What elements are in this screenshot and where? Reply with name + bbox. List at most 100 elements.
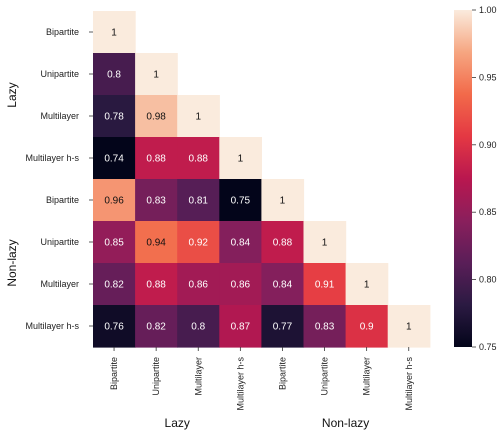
heatmap-cell bbox=[303, 305, 347, 348]
cell-value-label: 0.88 bbox=[146, 280, 166, 291]
cell-value-label: 0.85 bbox=[104, 238, 124, 249]
heatmap-cell bbox=[219, 305, 262, 348]
column-tick-label: Unipartite bbox=[320, 357, 330, 396]
heatmap-cell bbox=[387, 305, 431, 348]
column-tick-label: Unipartite bbox=[151, 357, 161, 396]
row-group-label: Non-lazy bbox=[5, 239, 19, 286]
heatmap-cell bbox=[261, 221, 305, 264]
colorbar-tick-label: 0.85 bbox=[479, 207, 497, 217]
heatmap-cell bbox=[177, 305, 220, 348]
cell-value-label: 1 bbox=[280, 196, 286, 207]
row-tick-label: Bipartite bbox=[46, 195, 79, 205]
cell-value-label: 0.88 bbox=[189, 154, 209, 165]
heatmap-cell bbox=[135, 179, 178, 222]
cell-value-label: 0.86 bbox=[189, 280, 209, 291]
cell-value-label: 0.76 bbox=[104, 322, 124, 333]
heatmap-cell bbox=[219, 137, 262, 180]
column-tick-label: Multilayer bbox=[362, 357, 372, 396]
heatmap-cell bbox=[261, 179, 305, 222]
cell-value-label: 1 bbox=[364, 280, 370, 291]
heatmap-cell bbox=[93, 179, 136, 222]
cell-value-label: 0.8 bbox=[191, 322, 205, 333]
cell-value-label: 0.75 bbox=[231, 196, 251, 207]
heatmap-cell bbox=[135, 137, 178, 180]
row-tick-label: Multilayer h-s bbox=[25, 321, 79, 331]
cell-value-label: 0.82 bbox=[146, 322, 166, 333]
row-tick-label: Multilayer h-s bbox=[25, 153, 79, 163]
cell-value-label: 0.78 bbox=[104, 112, 124, 123]
colorbar-gradient bbox=[454, 10, 472, 347]
cell-value-label: 0.8 bbox=[107, 70, 121, 81]
cell-value-label: 0.74 bbox=[104, 154, 124, 165]
column-group-label: Non-lazy bbox=[322, 416, 369, 430]
cell-value-label: 0.92 bbox=[189, 238, 209, 249]
heatmap-cell bbox=[93, 305, 136, 348]
heatmap-cell bbox=[93, 221, 136, 264]
column-tick-labels: Bipartite Unipartite Multilayer Multilayer … bbox=[109, 347, 414, 411]
colorbar-tick-label: 0.90 bbox=[479, 140, 497, 150]
cell-value-label: 0.88 bbox=[273, 238, 293, 249]
heatmap-cell bbox=[177, 179, 220, 222]
heatmap-cell bbox=[303, 221, 347, 264]
row-tick-labels: Bipartite Unipartite Multilayer Multilayer … bbox=[25, 27, 93, 331]
cell-value-label: 0.84 bbox=[231, 238, 251, 249]
cell-value-label: 0.82 bbox=[104, 280, 124, 291]
heatmap-cells: 10.8 10.78 0.98 10.74 0.88 0.88 10.96 0.83 0.81 0… bbox=[93, 11, 431, 348]
row-tick-label: Bipartite bbox=[46, 27, 79, 37]
heatmap-cell bbox=[93, 137, 136, 180]
colorbar-tick-label: 0.75 bbox=[479, 342, 497, 352]
cell-value-label: 0.83 bbox=[315, 322, 335, 333]
cell-value-label: 0.87 bbox=[231, 322, 251, 333]
cell-value-label: 0.91 bbox=[315, 280, 335, 291]
colorbar: 0.75 0.80 0.85 0.90 0.95 1.00 bbox=[454, 5, 497, 352]
cell-value-label: 1 bbox=[322, 238, 328, 249]
group-labels: Lazy Non-lazy Lazy Non-lazy bbox=[5, 82, 369, 430]
colorbar-tick-label: 0.80 bbox=[479, 275, 497, 285]
cell-value-label: 1 bbox=[111, 28, 117, 39]
heatmap-cell bbox=[93, 53, 136, 96]
heatmap-cell bbox=[135, 263, 178, 306]
heatmap-cell bbox=[135, 305, 178, 348]
cell-value-label: 1 bbox=[238, 154, 244, 165]
cell-value-label: 1 bbox=[153, 70, 159, 81]
cell-value-label: 0.94 bbox=[146, 238, 166, 249]
column-tick-label: Multilayer h-s bbox=[404, 357, 414, 411]
heatmap-cell bbox=[177, 221, 220, 264]
column-tick-label: Multilayer h-s bbox=[235, 357, 245, 411]
cell-value-label: 0.86 bbox=[231, 280, 251, 291]
cell-value-label: 0.81 bbox=[189, 196, 209, 207]
cell-value-label: 0.83 bbox=[146, 196, 166, 207]
row-tick-label: Unipartite bbox=[40, 237, 79, 247]
heatmap-cell bbox=[177, 263, 220, 306]
heatmap-cell bbox=[303, 263, 347, 306]
column-group-label: Lazy bbox=[165, 416, 190, 430]
cell-value-label: 0.88 bbox=[146, 154, 166, 165]
colorbar-tick-label: 0.95 bbox=[479, 72, 497, 82]
heatmap-cell bbox=[93, 263, 136, 306]
row-group-label: Lazy bbox=[5, 82, 19, 107]
cell-value-label: 0.77 bbox=[273, 322, 293, 333]
column-tick-label: Bipartite bbox=[277, 357, 287, 390]
heatmap-cell bbox=[345, 263, 389, 306]
heatmap-cell bbox=[93, 11, 136, 54]
cell-value-label: 1 bbox=[406, 322, 412, 333]
heatmap-cell bbox=[261, 305, 305, 348]
heatmap-cell bbox=[219, 221, 262, 264]
heatmap-cell bbox=[135, 53, 178, 96]
heatmap-cell bbox=[177, 95, 220, 138]
heatmap-cell bbox=[261, 263, 305, 306]
column-tick-label: Bipartite bbox=[109, 357, 119, 390]
cell-value-label: 0.84 bbox=[273, 280, 293, 291]
heatmap-cell bbox=[135, 221, 178, 264]
heatmap-cell bbox=[219, 179, 262, 222]
heatmap-cell bbox=[93, 95, 136, 138]
column-tick-label: Multilayer bbox=[193, 357, 203, 396]
heatmap-cell bbox=[345, 305, 389, 348]
heatmap-cell bbox=[135, 95, 178, 138]
heatmap-cell bbox=[177, 137, 220, 180]
cell-value-label: 0.96 bbox=[104, 196, 124, 207]
cell-value-label: 0.9 bbox=[360, 322, 374, 333]
colorbar-tick-label: 1.00 bbox=[479, 5, 497, 15]
row-tick-label: Unipartite bbox=[40, 69, 79, 79]
